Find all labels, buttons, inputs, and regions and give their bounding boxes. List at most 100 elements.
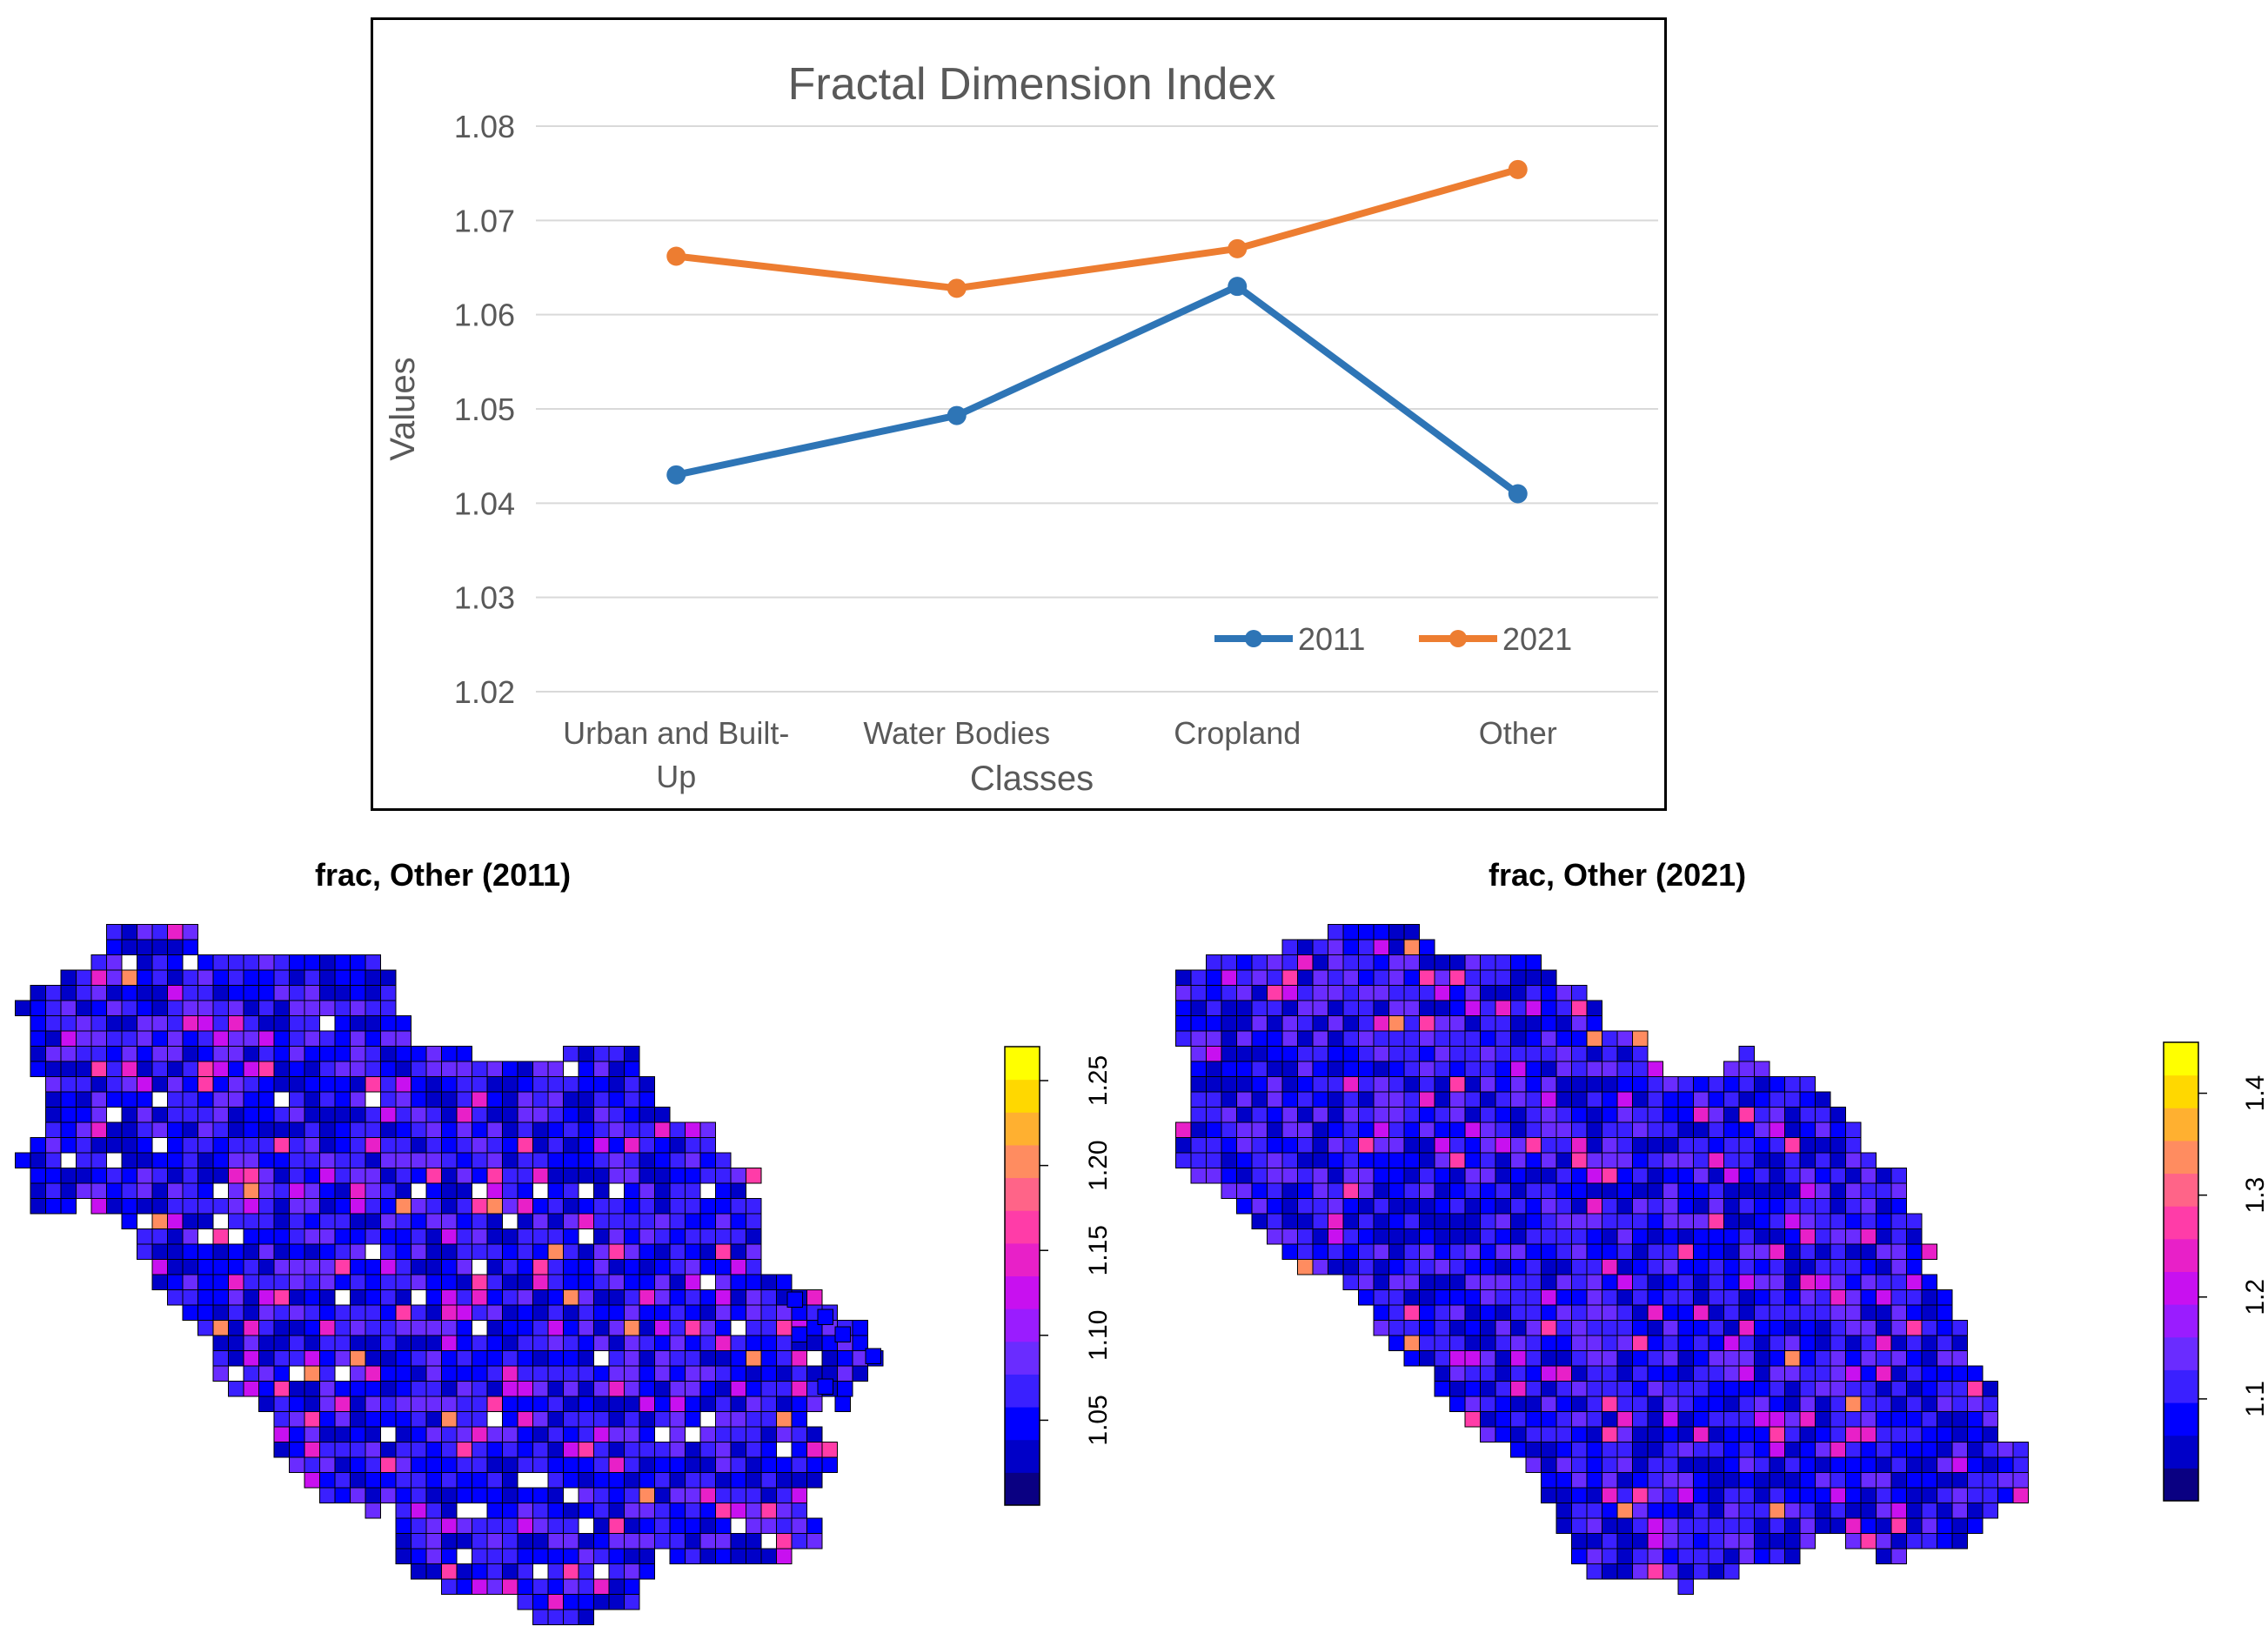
map-cell: [1495, 954, 1511, 971]
map-cell: [486, 1091, 503, 1108]
map-cell: [593, 1381, 610, 1397]
map-cell: [1693, 1228, 1709, 1245]
map-cell: [45, 1076, 62, 1093]
map-cell: [1799, 1517, 1816, 1534]
map-cell: [1602, 1487, 1618, 1503]
map-cell: [1251, 1030, 1268, 1047]
map-cell: [425, 1335, 442, 1351]
map-cell: [273, 1228, 290, 1245]
map-cell: [502, 1548, 518, 1564]
map-cell: [350, 1182, 366, 1199]
map-cell: [1571, 1487, 1588, 1503]
map-cell: [1647, 1350, 1663, 1367]
map-cell: [1845, 1274, 1862, 1290]
map-cell: [1328, 924, 1344, 940]
map-cell: [151, 1274, 168, 1290]
map-cell: [639, 1137, 655, 1154]
map-cell: [243, 1061, 259, 1077]
map-cell: [121, 1107, 137, 1123]
map-cell: [334, 1137, 351, 1154]
map-cell: [1449, 1152, 1466, 1168]
map-cell: [350, 1335, 366, 1351]
map-cell: [593, 1213, 610, 1229]
map-cell: [1602, 1381, 1618, 1397]
map-cell: [1419, 985, 1435, 1001]
x-tick-label: Urban and Built-: [563, 715, 789, 751]
map-cell: [1403, 1259, 1420, 1275]
map-cell: [746, 1487, 762, 1503]
map-cell: [715, 1350, 732, 1367]
map-cell: [1236, 1152, 1253, 1168]
map-cell: [1951, 1472, 1968, 1489]
map-cell: [1799, 1350, 1816, 1367]
map-cell: [1510, 1030, 1527, 1047]
map-cell: [167, 1107, 184, 1123]
map-cell: [685, 1517, 701, 1534]
map-cell: [1480, 1320, 1496, 1336]
map-cell: [197, 1046, 214, 1062]
map-cell: [1982, 1426, 1998, 1443]
map-cell: [1951, 1426, 1968, 1443]
map-cell: [1677, 1472, 1694, 1489]
map-cell: [1586, 1304, 1602, 1321]
map-cell: [1510, 1213, 1527, 1229]
map-cell: [137, 1243, 153, 1260]
map-cell: [1632, 1107, 1649, 1123]
map-cell: [137, 1061, 153, 1077]
map-cell: [715, 1456, 732, 1473]
map-cell: [1845, 1381, 1862, 1397]
map-cell: [624, 1137, 640, 1154]
map-cell: [517, 1182, 533, 1199]
map-cell: [472, 1578, 488, 1595]
map-cell: [1754, 1487, 1770, 1503]
map-cell: [197, 1152, 214, 1168]
map-cell: [228, 954, 244, 971]
map-cell: [1449, 1213, 1466, 1229]
colorbar-segment: [1005, 1374, 1040, 1408]
map-cell: [319, 1137, 336, 1154]
map-cell: [273, 1152, 290, 1168]
map-cell: [624, 1442, 640, 1458]
map-cell: [1784, 1411, 1801, 1428]
map-cell: [380, 1442, 397, 1458]
map-cell: [273, 1046, 290, 1062]
map-cell: [1480, 1000, 1496, 1016]
map-cell: [1555, 1289, 1572, 1306]
map-cell: [365, 1152, 381, 1168]
map-cell: [1708, 1548, 1724, 1564]
map-cell: [1602, 1548, 1618, 1564]
map-cell: [1328, 1168, 1344, 1184]
map-cell: [1769, 1198, 1785, 1215]
map-cell: [1464, 1243, 1481, 1260]
map-cell: [1571, 1030, 1588, 1047]
map-cell: [1571, 1396, 1588, 1412]
map-cell: [1571, 1320, 1588, 1336]
map-cell: [517, 1578, 533, 1595]
map-cell: [1602, 1107, 1618, 1123]
map-cell: [1693, 1442, 1709, 1458]
map-cell: [1677, 1548, 1694, 1564]
map-cell: [60, 1046, 77, 1062]
map-cell: [715, 1152, 732, 1168]
map-cell: [1525, 1121, 1542, 1138]
map-cell: [182, 924, 198, 940]
map-cell: [563, 1503, 579, 1519]
map-cell: [1281, 1076, 1298, 1093]
map-cell: [1890, 1320, 1907, 1336]
map-cell: [746, 1168, 762, 1184]
map-cell: [547, 1198, 564, 1215]
map-cell: [608, 1259, 625, 1275]
map-cell: [456, 1335, 472, 1351]
map-cell: [1495, 1243, 1511, 1260]
map-cell: [1754, 1152, 1770, 1168]
map-cell: [1541, 1213, 1557, 1229]
map-cell: [380, 1198, 397, 1215]
map-cell: [1921, 1426, 1937, 1443]
series-line-2021: [675, 165, 1519, 292]
map-cell: [608, 1168, 625, 1184]
map-cell: [760, 1442, 777, 1458]
map-cell: [1784, 1274, 1801, 1290]
map-cell: [472, 1061, 488, 1077]
map-cell: [1647, 1213, 1663, 1229]
map-cell: [502, 1396, 518, 1412]
